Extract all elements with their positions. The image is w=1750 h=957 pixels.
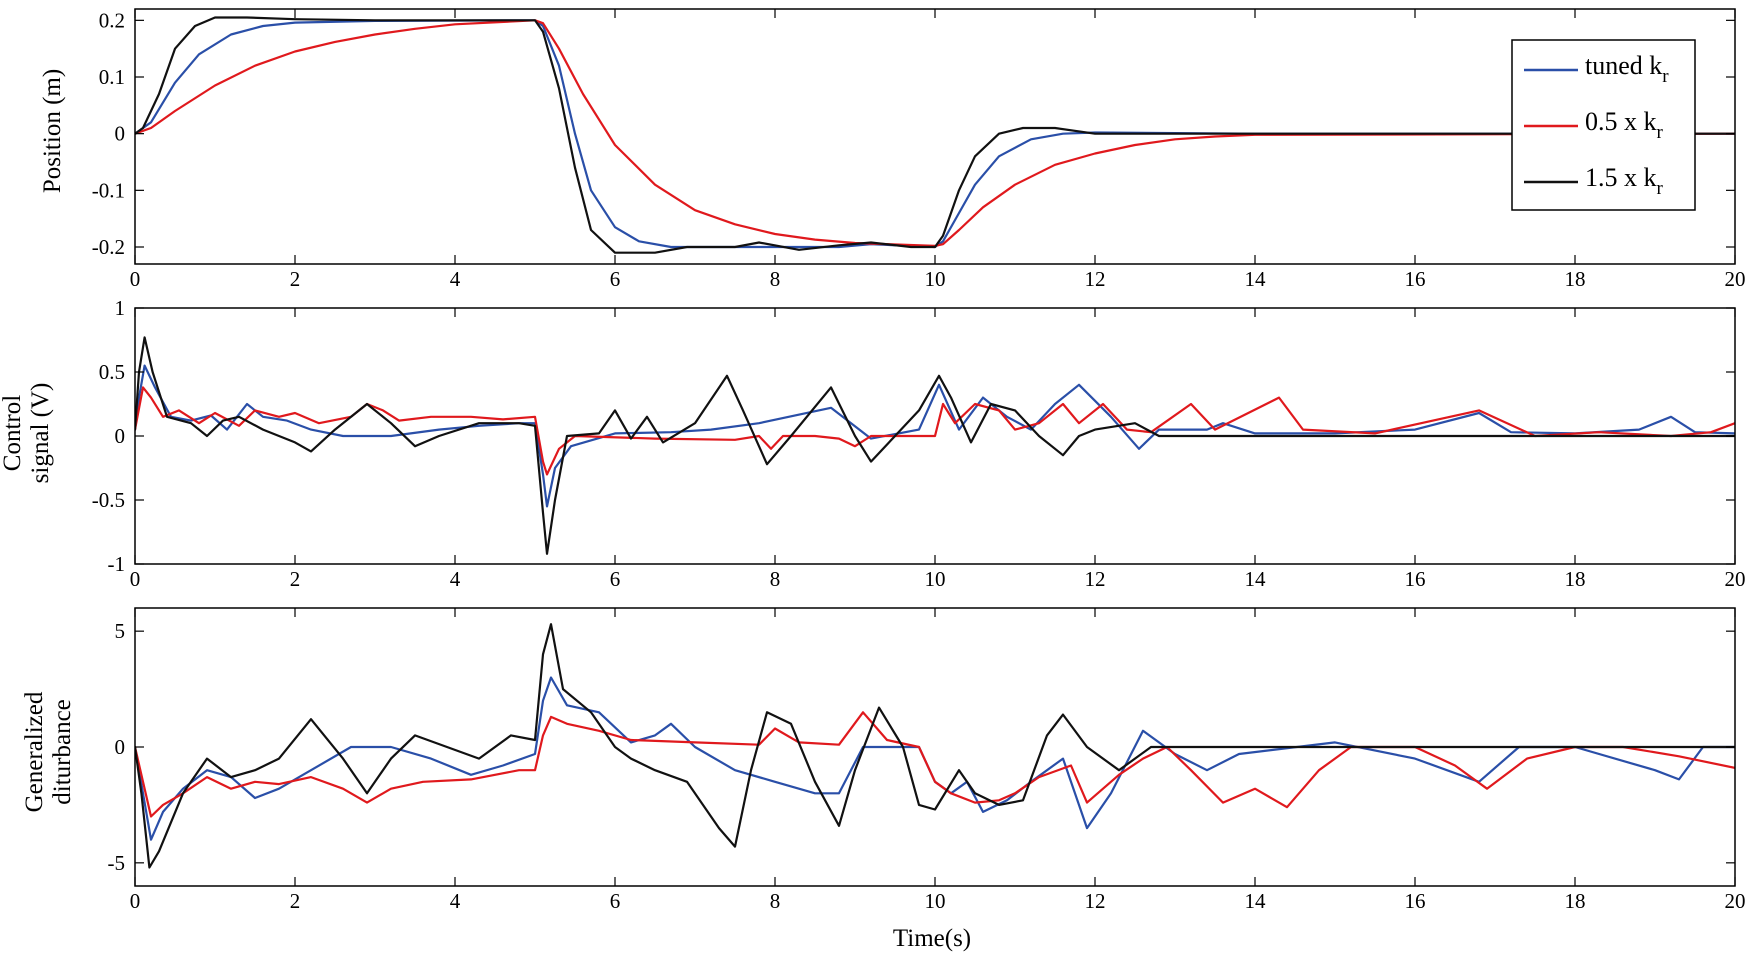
control-series-group <box>135 336 1735 555</box>
disturbance-ylabel-line1: Generalized <box>21 691 48 812</box>
control-xtick-label: 4 <box>450 567 461 591</box>
disturbance-xtick-label: 4 <box>450 889 461 913</box>
position-ytick-label: 0.2 <box>99 8 125 32</box>
disturbance-xtick-label: 14 <box>1245 889 1267 913</box>
control-xtick-label: 14 <box>1245 567 1267 591</box>
position-xtick-label: 2 <box>290 267 301 291</box>
position-xtick-label: 18 <box>1565 267 1586 291</box>
disturbance-ytick-label: 5 <box>115 619 126 643</box>
disturbance-xtick-label: 10 <box>925 889 946 913</box>
position-series-0 <box>135 19 1735 249</box>
disturbance-series-0 <box>135 676 1735 841</box>
disturbance-xtick-label: 0 <box>130 889 141 913</box>
disturbance-series-2 <box>135 623 1735 869</box>
legend-item-half: 0.5 x kr <box>1524 107 1664 143</box>
position-xtick-label: 14 <box>1245 267 1267 291</box>
position-xtick-label: 6 <box>610 267 621 291</box>
control-xtick-label: 12 <box>1085 567 1106 591</box>
disturbance-plot: 0 2 4 6 8 10 12 14 16 18 20-505 <box>108 607 1746 913</box>
disturbance-series-group <box>135 623 1735 869</box>
control-xtick-label: 6 <box>610 567 621 591</box>
position-xtick-label: 4 <box>450 267 461 291</box>
legend-label-tuned: tuned kr <box>1585 51 1669 87</box>
disturbance-ylabel-line2: diturbance <box>49 699 76 805</box>
disturbance-xtick-label: 6 <box>610 889 621 913</box>
control-xtick-label: 2 <box>290 567 301 591</box>
position-ylabel: Position (m) <box>39 69 66 193</box>
disturbance-xtick-label: 20 <box>1725 889 1746 913</box>
x-axis-title: Time(s) <box>893 925 971 952</box>
control-ytick-label: -0.5 <box>92 488 125 512</box>
disturbance-series-1 <box>135 711 1735 818</box>
legend-label-half: 0.5 x kr <box>1585 107 1664 143</box>
control-ytick-label: -1 <box>108 552 126 576</box>
position-xtick-label: 10 <box>925 267 946 291</box>
control-series-2 <box>135 336 1735 555</box>
control-series-0 <box>135 364 1735 508</box>
control-ytick-label: 0.5 <box>99 360 125 384</box>
control-ylabel-line2: signal (V) <box>27 383 54 484</box>
position-ytick-label: 0.1 <box>99 65 125 89</box>
position-series-2 <box>135 16 1735 254</box>
control-ytick-label: 1 <box>115 296 126 320</box>
position-ytick-label: -0.2 <box>92 235 125 259</box>
position-xtick-label: 8 <box>770 267 781 291</box>
disturbance-xtick-label: 16 <box>1405 889 1426 913</box>
position-xtick-label: 16 <box>1405 267 1426 291</box>
disturbance-xtick-label: 2 <box>290 889 301 913</box>
position-ytick-label: -0.1 <box>92 178 125 202</box>
control-xtick-label: 8 <box>770 567 781 591</box>
legend-item-onehalf: 1.5 x kr <box>1524 163 1664 199</box>
legend-item-tuned: tuned kr <box>1524 51 1669 87</box>
disturbance-ytick-label: 0 <box>115 735 126 759</box>
disturbance-xtick-label: 12 <box>1085 889 1106 913</box>
disturbance-xtick-label: 8 <box>770 889 781 913</box>
position-ytick-label: 0 <box>115 122 126 146</box>
position-xtick-label: 0 <box>130 267 141 291</box>
control-xtick-label: 20 <box>1725 567 1746 591</box>
position-xtick-label: 12 <box>1085 267 1106 291</box>
position-xtick-label: 20 <box>1725 267 1746 291</box>
legend-label-onehalf: 1.5 x kr <box>1585 163 1664 199</box>
position-series-group <box>135 16 1735 254</box>
legend: tuned kr 0.5 x kr 1.5 x kr <box>1511 39 1696 211</box>
control-xtick-label: 10 <box>925 567 946 591</box>
control-ytick-label: 0 <box>115 424 126 448</box>
disturbance-xtick-label: 18 <box>1565 889 1586 913</box>
control-signal-plot: 0 2 4 6 8 10 12 14 16 18 20 -1 -0.5 0 0.5 1 <box>92 296 1746 591</box>
position-series-1 <box>135 19 1735 247</box>
control-series-1 <box>135 386 1735 476</box>
control-xtick-label: 0 <box>130 567 141 591</box>
control-xtick-label: 18 <box>1565 567 1586 591</box>
control-xtick-label: 16 <box>1405 567 1426 591</box>
control-ylabel-line1: Control <box>0 395 26 471</box>
disturbance-ytick-label: -5 <box>108 851 126 875</box>
position-plot: 0 2 4 6 8 10 12 14 16 18 20 -0.2 -0.1 0 0.1 0.2 <box>92 8 1746 291</box>
